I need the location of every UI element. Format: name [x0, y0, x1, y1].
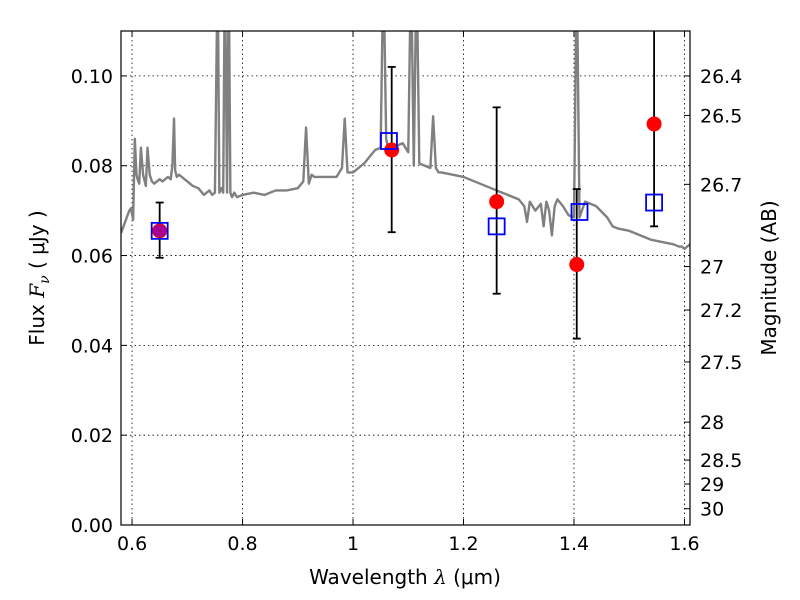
model-band-square: [150, 221, 169, 240]
y-tick-label: 0.02: [71, 425, 113, 447]
mag-tick-label: 26.5: [700, 105, 742, 127]
observed-point: [384, 142, 400, 158]
mag-tick-label: 29: [700, 474, 724, 496]
mag-tick-label: 26.7: [700, 174, 742, 196]
y-tick-label: 0.10: [71, 66, 113, 88]
model-band-square: [645, 193, 663, 212]
y-tick-label: 0.04: [71, 335, 113, 357]
axis-ticks: 0.6 0.8 1 1.2 1.4 1.6 0.00 0.02 0.04 0.06 0.08 0.10…: [71, 31, 742, 555]
mag-tick-label: 27.2: [700, 300, 742, 322]
spectrum-line: [121, 31, 690, 251]
plot-area: [121, 31, 690, 340]
x-tick-label: 1.2: [448, 533, 478, 555]
y-tick-label: 0.06: [71, 246, 113, 268]
overlap-point: [153, 224, 167, 238]
y-axis-label: Flux Fν ( μJy ): [25, 210, 53, 345]
model-band-square: [380, 132, 398, 150]
right-axis-label: Magnitude (AB): [757, 200, 781, 355]
x-tick-label: 0.6: [117, 533, 147, 555]
mag-tick-label: 26.4: [700, 66, 742, 88]
mag-tick-label: 27.5: [700, 352, 742, 374]
x-tick-label: 0.8: [227, 533, 257, 555]
model-band-square: [487, 217, 506, 236]
mag-tick-label: 28.5: [700, 450, 742, 472]
plot-frame: [120, 30, 691, 526]
x-axis-label: Wavelength λ (μm): [309, 565, 501, 589]
observed-point: [569, 257, 585, 273]
observed-point: [489, 194, 505, 210]
mag-tick-label: 27: [700, 257, 724, 279]
y-tick-label: 0.00: [71, 515, 113, 537]
mag-tick-label: 28: [700, 412, 724, 434]
model-band-square: [570, 203, 589, 221]
y-tick-label: 0.08: [71, 156, 113, 178]
x-tick-label: 1.4: [559, 533, 589, 555]
observed-point: [646, 116, 662, 132]
mag-tick-label: 30: [700, 499, 724, 521]
x-tick-label: 1.6: [669, 533, 699, 555]
x-tick-label: 1: [347, 533, 359, 555]
